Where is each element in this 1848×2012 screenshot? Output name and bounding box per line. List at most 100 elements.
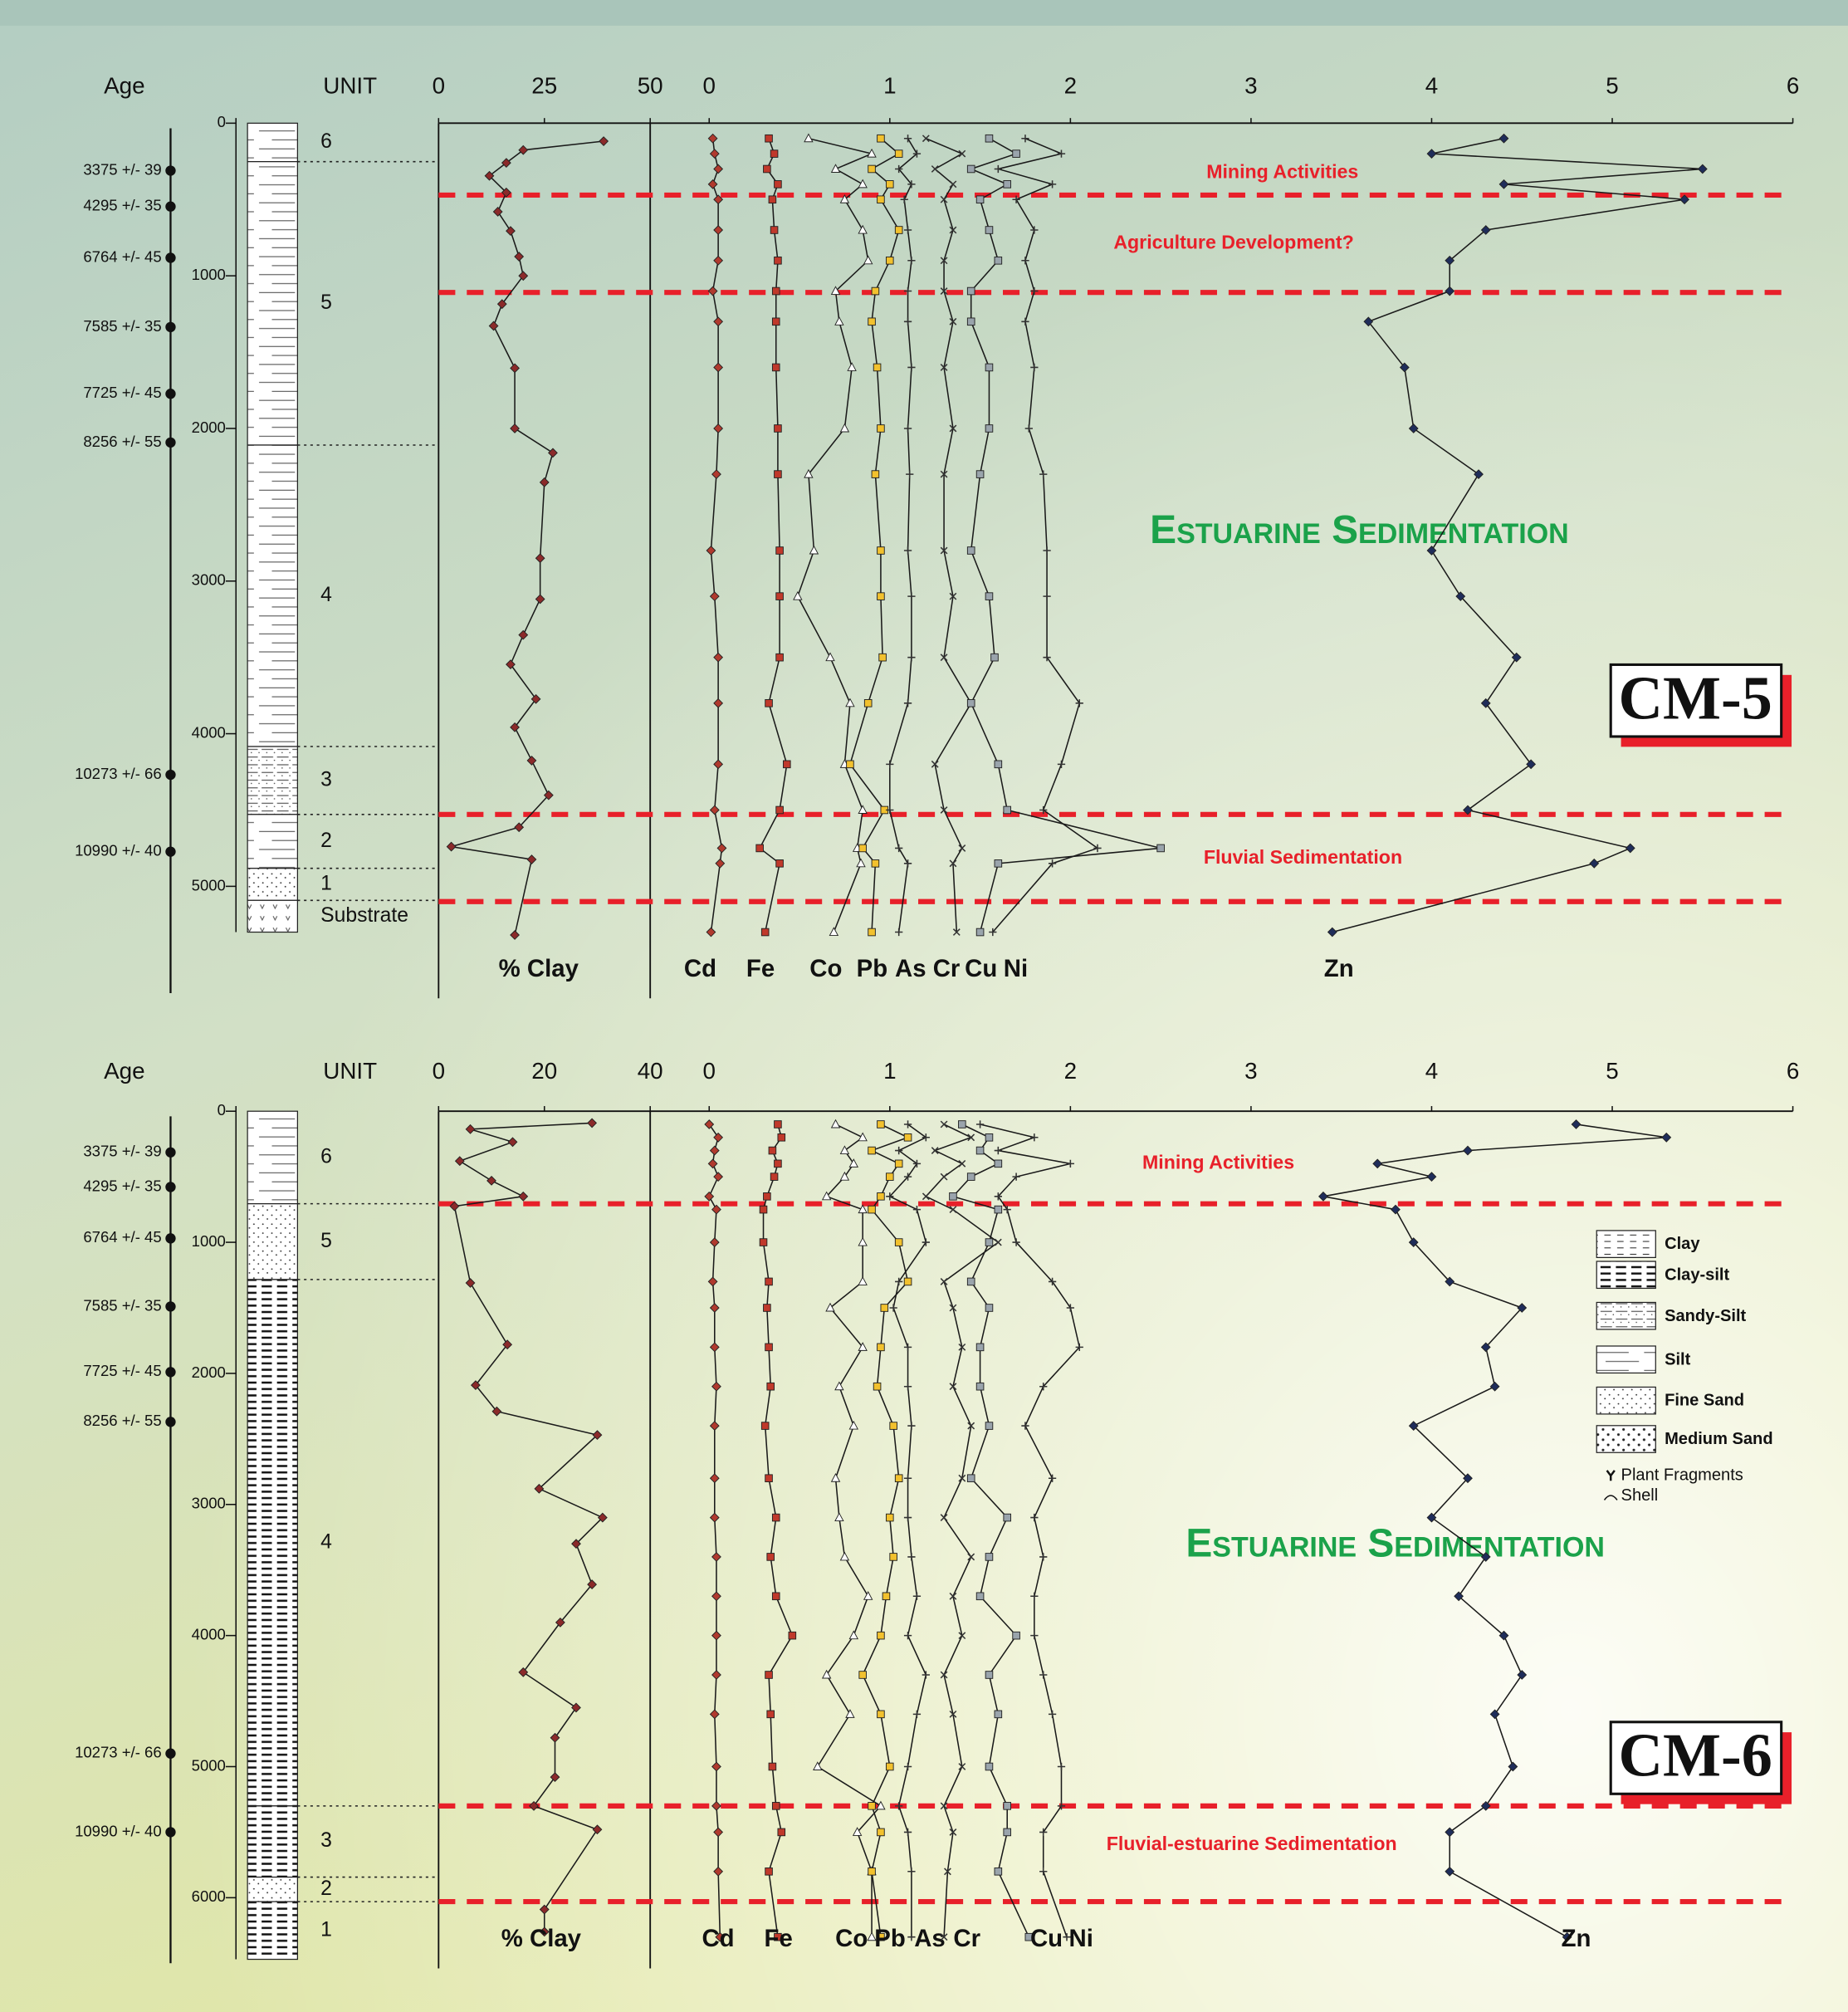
marker bbox=[881, 1305, 888, 1312]
series-name: Cu bbox=[965, 955, 997, 982]
marker bbox=[868, 1803, 876, 1810]
marker bbox=[772, 1803, 780, 1810]
age-label: 6764 +/- 45 bbox=[83, 1228, 161, 1246]
lithology bbox=[247, 445, 297, 747]
marker bbox=[765, 1672, 773, 1679]
marker bbox=[872, 859, 879, 867]
y-tick-label: 4000 bbox=[192, 1626, 226, 1643]
marker bbox=[775, 181, 782, 188]
legend-swatch bbox=[1596, 1387, 1655, 1413]
lithology bbox=[247, 1902, 297, 1959]
marker bbox=[868, 1147, 876, 1154]
marker bbox=[890, 1554, 897, 1561]
age-axis-label: Age bbox=[104, 1058, 144, 1084]
marker bbox=[873, 1383, 881, 1390]
top-band bbox=[0, 0, 1848, 26]
marker bbox=[765, 135, 773, 142]
series-name: Co bbox=[809, 955, 842, 982]
lithology bbox=[247, 1280, 297, 1806]
lithology bbox=[247, 900, 297, 932]
marker bbox=[950, 1192, 957, 1200]
age-label: 7585 +/- 35 bbox=[83, 317, 161, 335]
unit-label: 6 bbox=[320, 130, 332, 153]
series-name: Cr bbox=[953, 1925, 980, 1952]
marker bbox=[878, 1121, 885, 1128]
marker bbox=[895, 1160, 902, 1168]
unit-label: Substrate bbox=[320, 904, 408, 927]
y-tick-label: 3000 bbox=[192, 571, 226, 589]
legend-label: Sandy-Silt bbox=[1665, 1307, 1746, 1325]
marker bbox=[967, 1173, 975, 1181]
legend-label: Plant Fragments bbox=[1621, 1466, 1743, 1484]
marker bbox=[976, 928, 984, 936]
marker bbox=[878, 1192, 885, 1200]
x-tick-label: 1 bbox=[883, 72, 896, 98]
marker bbox=[778, 1133, 785, 1141]
marker bbox=[985, 593, 993, 600]
marker bbox=[872, 287, 879, 295]
marker bbox=[770, 150, 778, 158]
age-label: 8256 +/- 55 bbox=[83, 433, 161, 450]
marker bbox=[1004, 1514, 1011, 1521]
age-dot bbox=[165, 252, 175, 262]
marker bbox=[1013, 150, 1020, 158]
annotation: Fluvial-estuarine Sedimentation bbox=[1107, 1833, 1397, 1854]
marker bbox=[764, 165, 771, 173]
marker bbox=[904, 1133, 912, 1141]
age-dot bbox=[165, 1148, 175, 1158]
marker bbox=[878, 1711, 885, 1718]
marker bbox=[878, 196, 885, 203]
marker bbox=[985, 1239, 993, 1246]
age-label: 8256 +/- 55 bbox=[83, 1412, 161, 1429]
age-label: 7725 +/- 45 bbox=[83, 1362, 161, 1379]
legend-label: Shell bbox=[1621, 1486, 1659, 1505]
legend-swatch bbox=[1596, 1302, 1655, 1329]
y-tick-label: 6000 bbox=[192, 1887, 226, 1905]
series-name: % Clay bbox=[499, 955, 579, 982]
marker bbox=[772, 1514, 780, 1521]
marker bbox=[764, 1192, 771, 1200]
age-dot bbox=[165, 389, 175, 399]
marker bbox=[886, 1763, 893, 1770]
legend-swatch bbox=[1596, 1231, 1655, 1257]
age-label: 10990 +/- 40 bbox=[75, 842, 162, 859]
age-dot bbox=[165, 770, 175, 780]
marker bbox=[1004, 181, 1011, 188]
x-tick-label: 2 bbox=[1064, 1058, 1077, 1084]
marker bbox=[985, 227, 993, 234]
marker bbox=[976, 1147, 984, 1154]
age-label: 7725 +/- 45 bbox=[83, 384, 161, 401]
legend-swatch bbox=[1596, 1261, 1655, 1288]
marker bbox=[767, 1554, 775, 1561]
age-label: 4295 +/- 35 bbox=[83, 1177, 161, 1194]
age-dot bbox=[165, 1182, 175, 1192]
marker bbox=[895, 1475, 902, 1482]
marker bbox=[886, 257, 893, 264]
lithology bbox=[247, 123, 297, 161]
unit-axis-label: UNIT bbox=[323, 72, 377, 98]
title: CM-5 bbox=[1619, 664, 1772, 732]
legend-label: Clay-silt bbox=[1665, 1265, 1729, 1284]
marker bbox=[985, 364, 993, 371]
x2-tick-label: 25 bbox=[531, 72, 557, 98]
marker bbox=[895, 150, 902, 158]
marker bbox=[995, 257, 1002, 264]
marker bbox=[783, 761, 790, 768]
marker bbox=[764, 1305, 771, 1312]
marker bbox=[765, 1475, 773, 1482]
marker bbox=[760, 1239, 767, 1246]
series-name: Zn bbox=[1324, 955, 1354, 982]
x-tick-label: 3 bbox=[1244, 1058, 1257, 1084]
marker bbox=[873, 364, 881, 371]
title: CM-6 bbox=[1619, 1722, 1772, 1790]
marker bbox=[868, 1868, 876, 1875]
x-tick-label: 6 bbox=[1787, 72, 1799, 98]
series-name: As bbox=[895, 955, 926, 982]
marker bbox=[778, 1828, 785, 1836]
marker bbox=[886, 1514, 893, 1521]
marker bbox=[868, 165, 876, 173]
series-name: Fe bbox=[746, 955, 775, 982]
age-axis-label: Age bbox=[104, 72, 144, 98]
marker bbox=[878, 425, 885, 433]
marker bbox=[878, 1828, 885, 1836]
